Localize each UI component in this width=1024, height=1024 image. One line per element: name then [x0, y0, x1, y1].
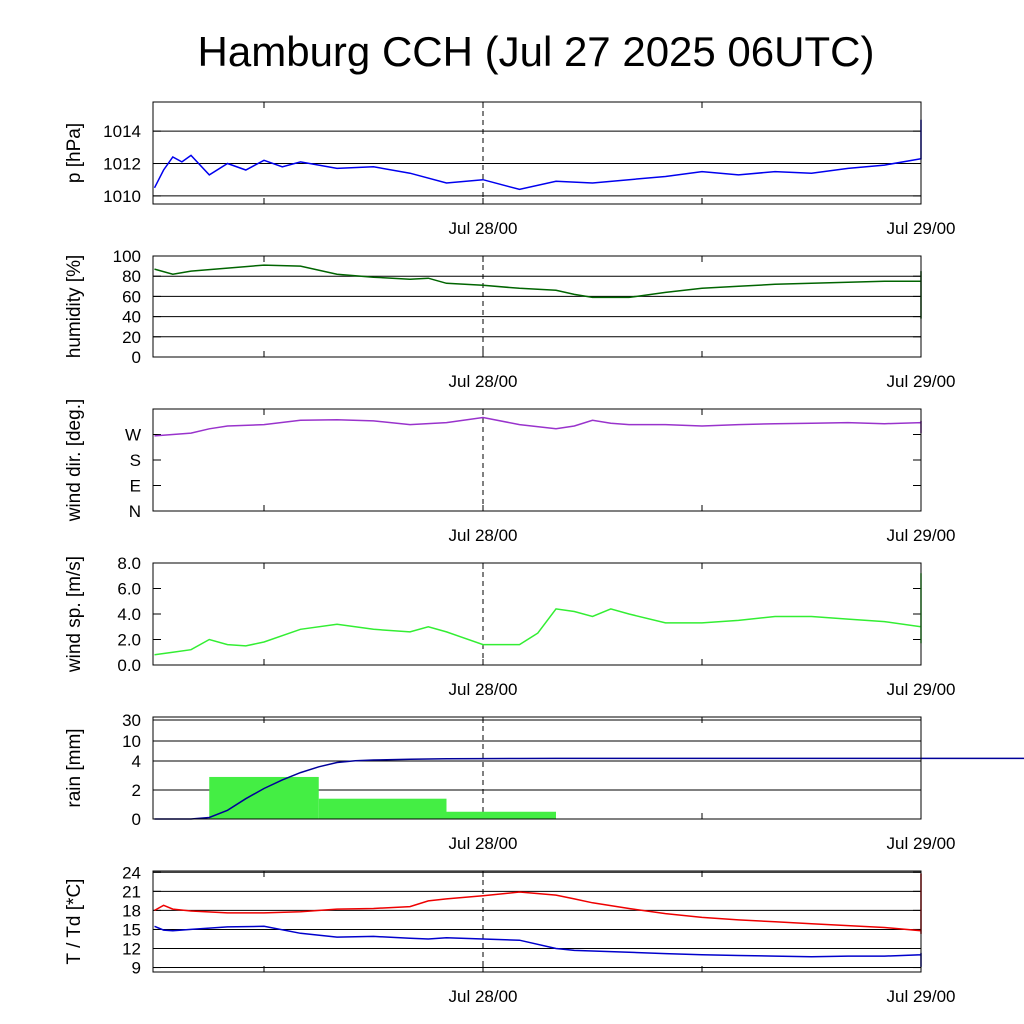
y-tick-label: 1012: [103, 155, 141, 174]
y-tick-label: 24: [122, 863, 141, 882]
y-tick-label: 2.0: [117, 631, 141, 650]
y-tick-label: N: [129, 502, 141, 521]
y-tick-label: 80: [122, 267, 141, 286]
y-tick-label: 12: [122, 939, 141, 958]
y-tick-label: 8.0: [117, 554, 141, 573]
panel-frame: [152, 870, 922, 973]
x-tick-label: Jul 29/00: [887, 680, 956, 699]
x-tick-label: Jul 29/00: [887, 987, 956, 1006]
rain-bar: [318, 798, 447, 819]
y-axis-label: T / Td [*C]: [64, 879, 85, 965]
rain-cumulative-line: [154, 757, 1024, 820]
x-tick-label: Jul 28/00: [449, 680, 518, 699]
panel-frame: [152, 716, 922, 820]
x-tick-label: Jul 28/00: [449, 219, 518, 238]
y-tick-label: 15: [122, 920, 141, 939]
y-axis-label: rain [mm]: [64, 728, 85, 807]
y-tick-label: 100: [113, 247, 141, 266]
y-tick-label: E: [130, 477, 141, 496]
y-tick-label: 4: [132, 752, 141, 771]
y-tick-label: W: [125, 426, 141, 445]
panel-frame: [152, 408, 922, 512]
x-tick-label: Jul 29/00: [887, 526, 956, 545]
x-tick-label: Jul 28/00: [449, 372, 518, 391]
panel-frame: [152, 562, 922, 666]
chart-title: Hamburg CCH (Jul 27 2025 06UTC): [198, 28, 875, 75]
x-tick-label: Jul 28/00: [449, 834, 518, 853]
y-axis-label: wind sp. [m/s]: [64, 556, 85, 673]
panel-0: 1010 1012 1014 Jul 28/00 Jul 29/00 p [hPa]: [64, 101, 956, 238]
y-tick-label: 9: [132, 959, 141, 978]
y-tick-label: 0: [132, 348, 141, 367]
y-tick-label: 0: [132, 810, 141, 829]
y-tick-label: 2: [132, 781, 141, 800]
series-line-0: [154, 264, 922, 319]
series-line-0: [153, 119, 922, 191]
y-tick-label: 6.0: [117, 580, 141, 599]
rain-bar: [446, 811, 556, 819]
y-tick-label: 40: [122, 308, 141, 327]
y-tick-label: 1010: [103, 187, 141, 206]
panel-frame: [152, 101, 922, 205]
series-line-0: [154, 416, 922, 437]
y-axis-label: wind dir. [deg.]: [64, 399, 85, 523]
y-tick-label: 4.0: [117, 605, 141, 624]
y-tick-label: 10: [122, 732, 141, 751]
panel-3: 0.0 2.0 4.0 6.0 8.0 Jul 28/00 Jul 29/00 wind sp…: [64, 554, 956, 699]
series-line-1: [154, 925, 922, 967]
x-tick-label: Jul 28/00: [449, 526, 518, 545]
y-tick-label: 20: [122, 328, 141, 347]
y-tick-label: 21: [122, 882, 141, 901]
rain-bar: [209, 776, 319, 819]
y-tick-label: 18: [122, 901, 141, 920]
x-tick-label: Jul 29/00: [887, 834, 956, 853]
y-axis-label: humidity [%]: [64, 255, 85, 358]
y-tick-label: 1014: [103, 122, 141, 141]
series-line-0: [154, 873, 922, 934]
y-tick-label: 60: [122, 287, 141, 306]
y-tick-label: 30: [122, 711, 141, 730]
x-tick-label: Jul 29/00: [887, 372, 956, 391]
y-tick-label: S: [130, 451, 141, 470]
panel-frame: [152, 255, 922, 358]
series-line-0: [154, 573, 922, 656]
y-tick-label: 0.0: [117, 656, 141, 675]
x-tick-label: Jul 29/00: [887, 219, 956, 238]
y-axis-label: p [hPa]: [64, 123, 85, 183]
panel-4: 0 2 410 30 Jul 28/00 Jul 29/00 rain [mm]: [64, 711, 1024, 853]
x-tick-label: Jul 28/00: [449, 987, 518, 1006]
